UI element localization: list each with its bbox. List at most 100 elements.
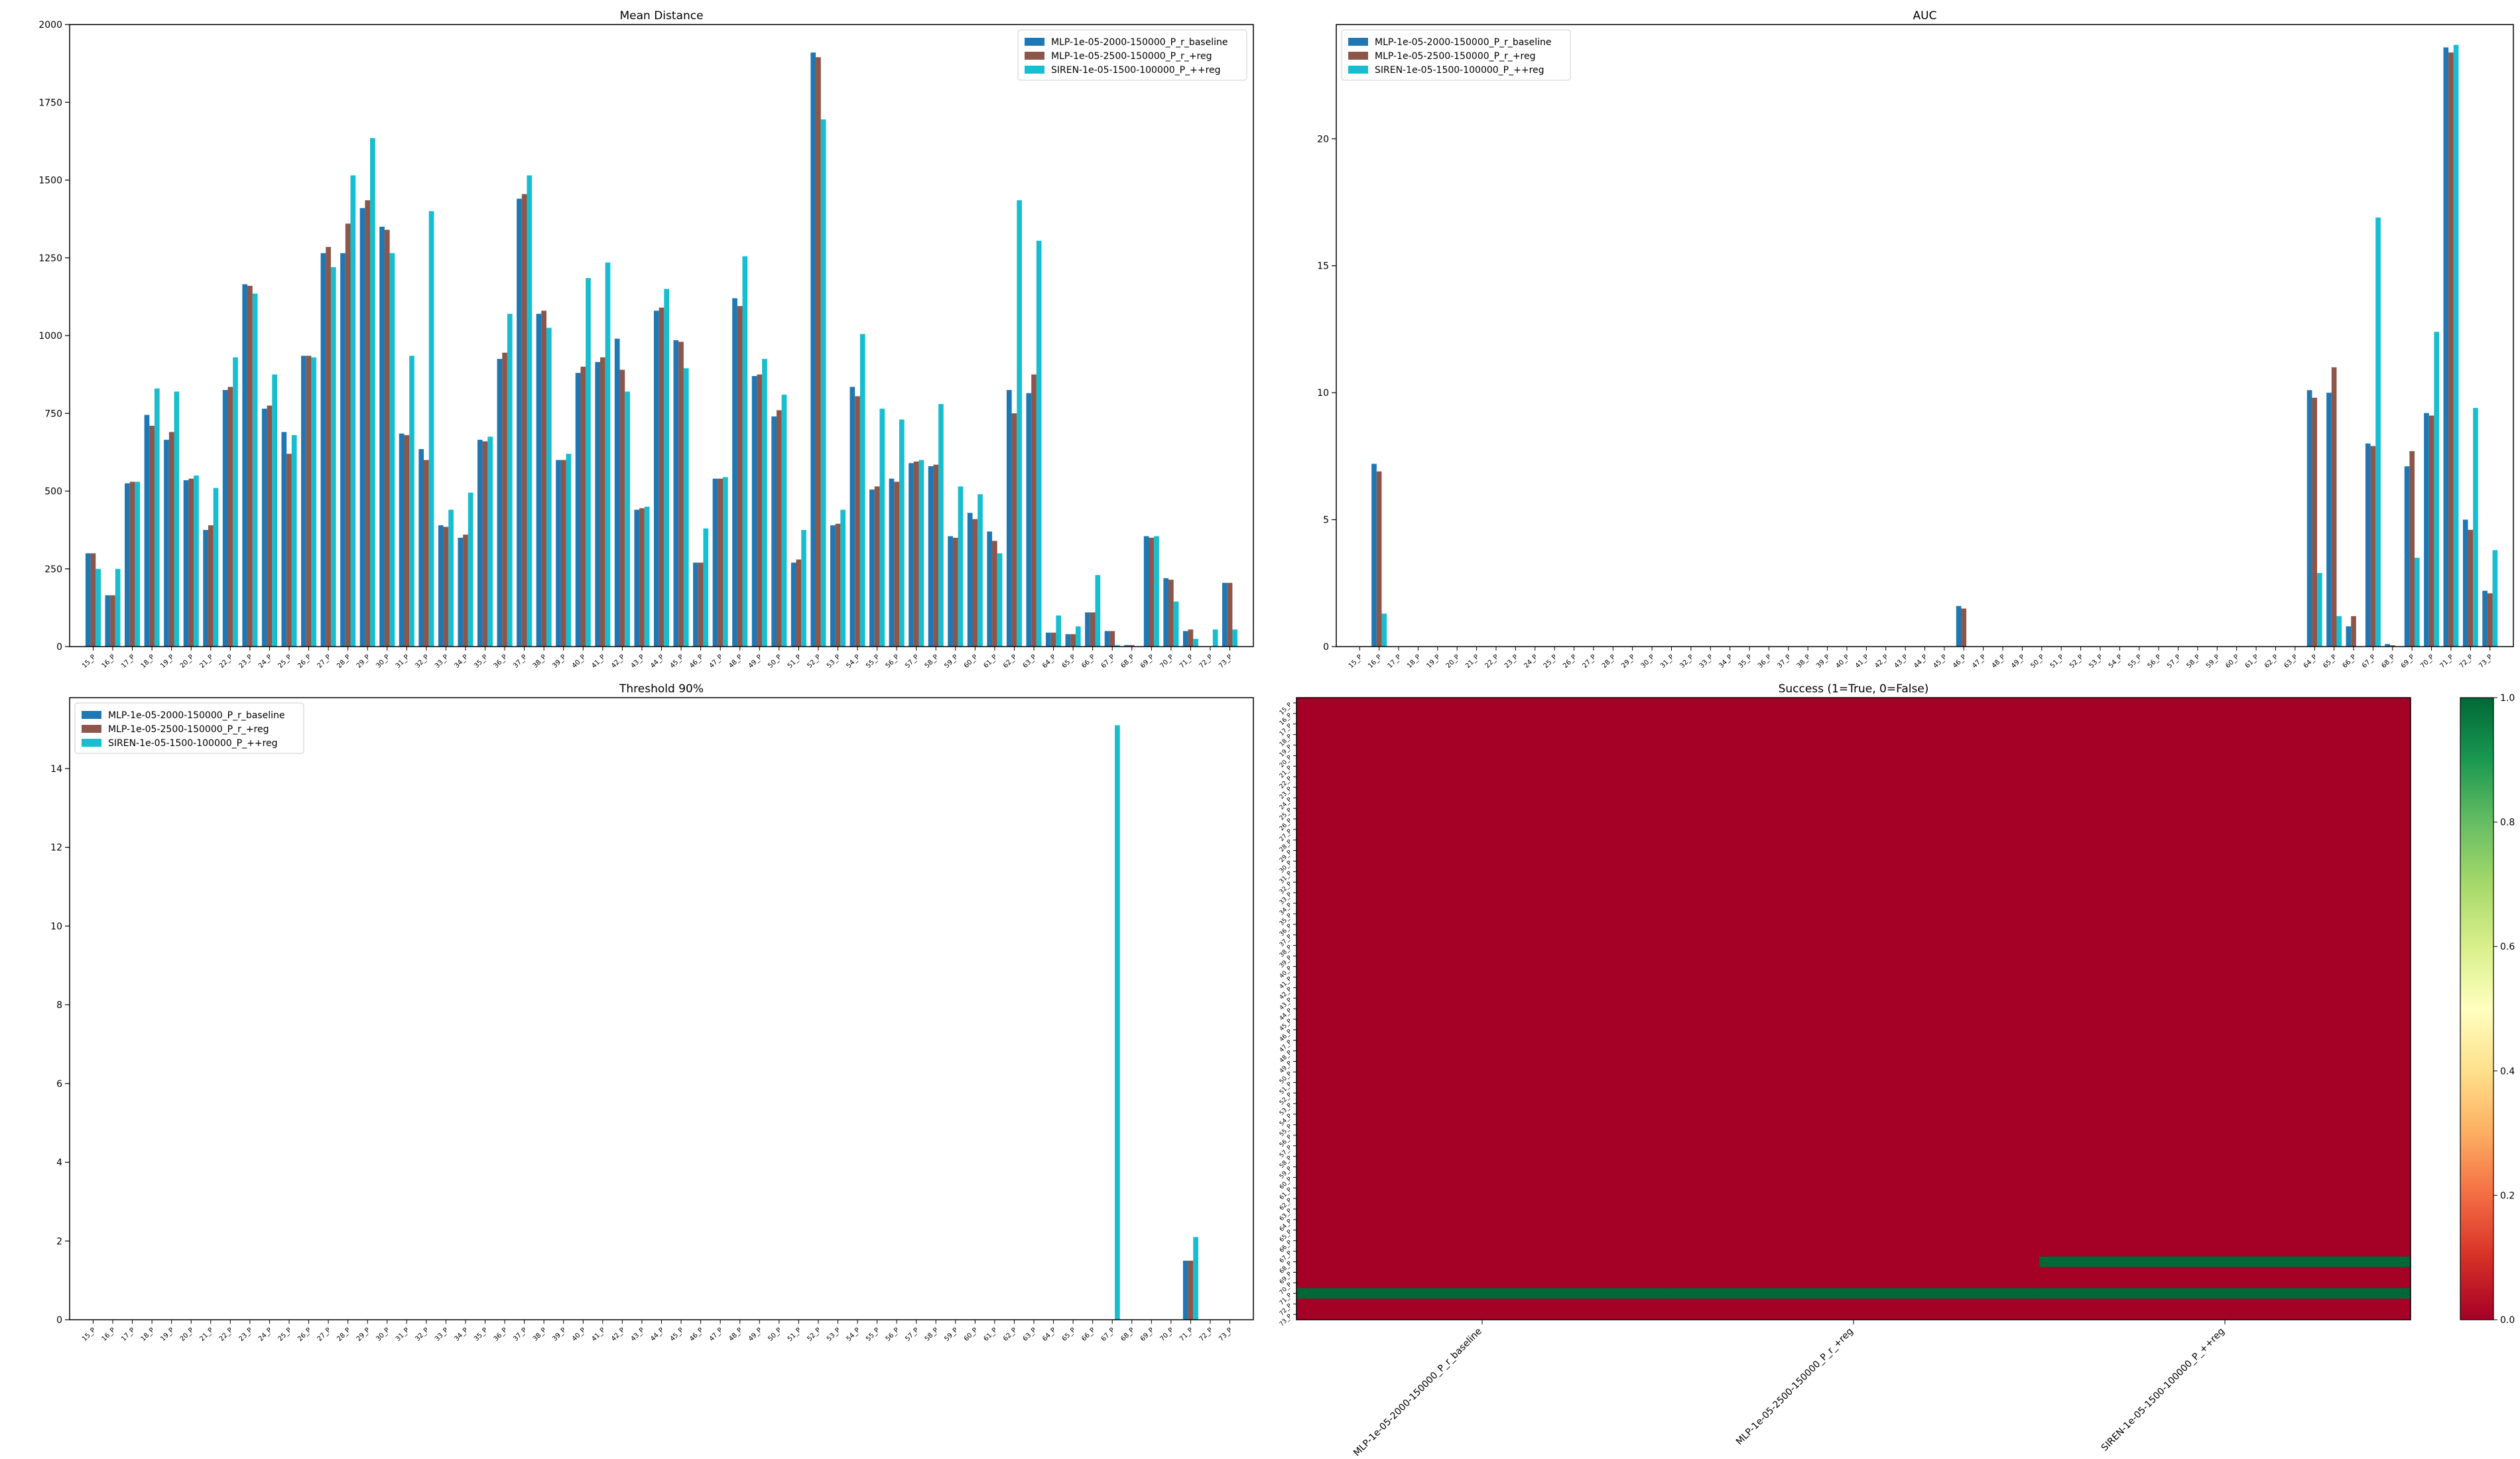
bar-70_P-series-2 [1173, 601, 1179, 647]
heatmap-cell-64_P-1 [1668, 1214, 2040, 1226]
heatmap-cell-63_P-2 [2039, 1204, 2411, 1215]
heatmap-cell-49_P-1 [1668, 1056, 2040, 1067]
heatmap-cell-28_P-2 [2039, 834, 2411, 846]
bar-69_P-series-0 [2404, 466, 2410, 647]
y-tick-label: 10 [1317, 388, 1329, 399]
bar-38_P-series-1 [541, 310, 547, 647]
legend-swatch-1 [82, 725, 101, 733]
bar-18_P-series-1 [149, 426, 155, 647]
heatmap-cell-59_P-1 [1668, 1161, 2040, 1173]
heatmap-cell-62_P-0 [1296, 1193, 1669, 1204]
bar-29_P-series-2 [370, 138, 375, 647]
bar-56_P-series-1 [894, 481, 899, 647]
heatmap-cell-33_P-0 [1296, 887, 1669, 899]
heatmap-cell-48_P-0 [1296, 1045, 1669, 1057]
bar-24_P-series-1 [267, 405, 273, 647]
heatmap-cell-63_P-1 [1668, 1204, 2040, 1215]
heatmap-cell-49_P-2 [2039, 1056, 2411, 1067]
bar-51_P-series-2 [801, 530, 806, 647]
bar-70_P-series-1 [2428, 415, 2434, 647]
bar-65_P-series-2 [2336, 616, 2342, 647]
plot-frame [1296, 697, 2411, 1320]
heatmap-cell-51_P-2 [2039, 1077, 2411, 1088]
bar-71_P-series-2 [2453, 44, 2459, 647]
heatmap-cell-50_P-2 [2039, 1066, 2411, 1078]
bar-46_P-series-2 [703, 528, 709, 647]
bar-73_P-series-2 [2492, 550, 2498, 647]
y-tick-label: 12 [50, 843, 62, 854]
plot-frame [69, 24, 1254, 647]
colorbar-tick-label: 0.4 [2500, 1066, 2515, 1077]
y-tick-label: 1250 [38, 253, 62, 264]
colorbar-tick-label: 0.2 [2500, 1190, 2515, 1201]
bar-38_P-series-2 [546, 328, 552, 647]
bar-63_P-series-1 [1031, 374, 1037, 647]
bar-33_P-series-2 [448, 509, 454, 647]
heatmap-cell-39_P-0 [1296, 950, 1669, 962]
legend-label-1: MLP-1e-05-2500-150000_P_r_+reg [1375, 51, 1536, 62]
heatmap-cell-68_P-1 [1668, 1256, 2040, 1268]
bar-45_P-series-1 [678, 342, 684, 647]
heatmap-cell-69_P-2 [2039, 1267, 2411, 1278]
bar-15_P-series-1 [90, 553, 96, 647]
legend-label-2: SIREN-1e-05-1500-100000_P_++reg [1375, 65, 1544, 76]
bar-51_P-series-1 [796, 559, 802, 647]
heatmap-cell-60_P-0 [1296, 1172, 1669, 1183]
heatmap-cell-32_P-2 [2039, 877, 2411, 888]
heatmap-cell-48_P-2 [2039, 1045, 2411, 1057]
bar-57_P-series-2 [918, 460, 924, 647]
bar-45_P-series-2 [683, 368, 689, 647]
heatmap-cell-15_P-1 [1668, 698, 2040, 709]
colorbar-tick-label: 0.8 [2500, 818, 2515, 828]
bar-37_P-series-2 [527, 175, 533, 647]
heatmap-cell-40_P-2 [2039, 961, 2411, 972]
bar-67_P-series-0 [1104, 631, 1110, 647]
heatmap-cell-36_P-1 [1668, 919, 2040, 930]
heatmap-cell-32_P-1 [1668, 877, 2040, 888]
bar-23_P-series-2 [252, 293, 258, 647]
heatmap-cell-66_P-0 [1296, 1235, 1669, 1247]
heatmap-cell-53_P-1 [1668, 1098, 2040, 1110]
heatmap-cell-60_P-1 [1668, 1172, 2040, 1183]
heatmap-cell-43_P-1 [1668, 993, 2040, 1004]
bar-16_P-series-1 [1376, 471, 1382, 647]
heatmap-cell-25_P-1 [1668, 802, 2040, 814]
bar-52_P-series-0 [810, 52, 816, 647]
y-tick-label: 10 [50, 921, 62, 932]
bar-69_P-series-2 [2415, 558, 2420, 647]
bar-24_P-series-2 [272, 374, 277, 647]
bar-71_P-series-0 [1182, 631, 1188, 647]
heatmap-cell-26_P-0 [1296, 813, 1669, 825]
bar-53_P-series-0 [830, 525, 836, 647]
heatmap-cell-54_P-2 [2039, 1109, 2411, 1120]
bar-28_P-series-2 [350, 175, 356, 647]
heatmap-cell-71_P-0 [1296, 1288, 1669, 1299]
heatmap-cell-23_P-2 [2039, 782, 2411, 793]
bar-31_P-series-1 [404, 435, 410, 647]
bar-20_P-series-0 [183, 480, 189, 647]
heatmap-cell-31_P-1 [1668, 866, 2040, 877]
heatmap-cell-47_P-0 [1296, 1035, 1669, 1047]
heatmap-cell-45_P-2 [2039, 1013, 2411, 1025]
bar-19_P-series-1 [168, 432, 174, 647]
bar-66_P-series-1 [2351, 616, 2356, 647]
heatmap-cell-44_P-2 [2039, 1003, 2411, 1015]
heatmap-cell-65_P-0 [1296, 1224, 1669, 1236]
bar-17_P-series-1 [129, 481, 135, 647]
bar-67_P-series-0 [2365, 443, 2371, 647]
bar-30_P-series-2 [389, 253, 395, 647]
bar-47_P-series-1 [718, 478, 724, 647]
heatmap-cell-38_P-0 [1296, 940, 1669, 952]
bar-61_P-series-0 [987, 531, 993, 647]
y-tick-label: 250 [44, 564, 62, 575]
bar-27_P-series-2 [330, 267, 336, 647]
bar-73_P-series-0 [1222, 582, 1228, 647]
heatmap-cell-70_P-1 [1668, 1277, 2040, 1289]
bar-16_P-series-2 [1381, 613, 1387, 647]
bar-37_P-series-0 [517, 198, 522, 647]
bar-16_P-series-0 [1371, 464, 1377, 647]
bar-62_P-series-2 [1017, 200, 1022, 647]
heatmap-cell-37_P-1 [1668, 929, 2040, 941]
y-tick-label: 2 [56, 1236, 62, 1247]
bar-72_P-series-0 [2462, 519, 2468, 647]
